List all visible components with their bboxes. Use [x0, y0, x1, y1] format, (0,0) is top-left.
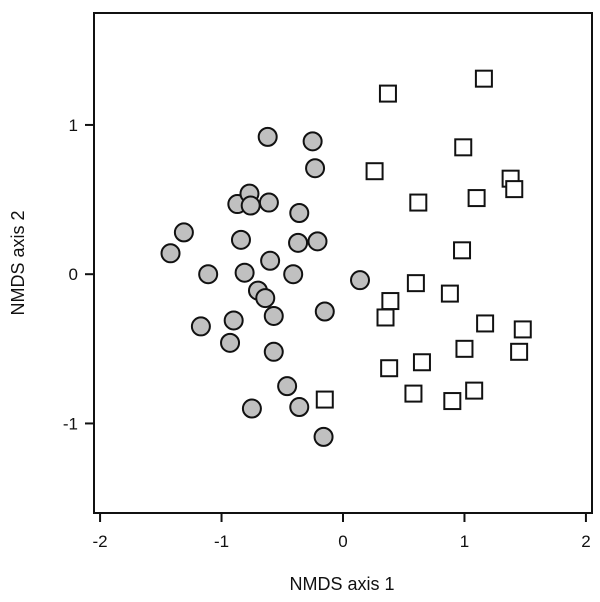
square-point	[443, 392, 462, 411]
circle-point	[234, 262, 255, 283]
circle-point	[241, 398, 262, 419]
square-point	[365, 162, 384, 181]
square-point	[381, 292, 400, 311]
x-tick-label: 0	[338, 532, 347, 551]
square-point	[465, 381, 484, 400]
square-point	[406, 274, 425, 293]
circle-point	[173, 222, 194, 243]
circle-point	[230, 229, 251, 250]
y-axis-label: NMDS axis 2	[8, 210, 28, 315]
square-point	[467, 189, 486, 208]
y-tick-label: 0	[69, 265, 78, 284]
circle-point	[314, 301, 335, 322]
circle-point	[257, 126, 278, 147]
square-point	[455, 339, 474, 358]
circle-point	[277, 376, 298, 397]
circle-point	[289, 203, 310, 223]
square-point	[453, 241, 472, 260]
square-point	[409, 193, 428, 212]
circle-point	[305, 158, 326, 179]
x-tick-label: 1	[460, 532, 469, 551]
x-tick-label: -2	[93, 532, 108, 551]
square-point	[412, 353, 431, 372]
circle-point	[190, 316, 211, 337]
circle-point	[307, 231, 328, 252]
x-axis-label: NMDS axis 1	[289, 574, 394, 594]
square-point	[476, 314, 495, 333]
circle-point	[258, 192, 279, 213]
circle-point	[289, 397, 310, 418]
square-point	[378, 84, 397, 103]
square-point	[380, 359, 399, 378]
circle-point	[260, 250, 281, 271]
circle-point	[223, 310, 244, 331]
square-point	[376, 308, 395, 327]
circle-point	[283, 264, 304, 285]
data-points	[160, 69, 532, 447]
circle-point	[263, 341, 284, 362]
circle-point	[220, 332, 241, 353]
circle-point	[313, 426, 334, 447]
y-tick-label: 1	[69, 116, 78, 135]
circle-point	[255, 288, 276, 309]
axis-ticks: -2 -1 0 1 2 -1 0 1	[63, 116, 591, 551]
circle-point	[288, 232, 309, 253]
square-point	[505, 180, 524, 199]
square-point	[315, 390, 334, 409]
circle-point	[350, 270, 371, 291]
circle-point	[198, 264, 219, 285]
square-point	[404, 384, 423, 403]
x-tick-label: 2	[581, 532, 590, 551]
square-point	[454, 138, 473, 157]
square-point	[510, 342, 529, 361]
circle-point	[263, 305, 284, 326]
square-point	[440, 284, 459, 303]
square-point	[513, 320, 532, 339]
circle-point	[160, 243, 181, 264]
y-tick-label: -1	[63, 414, 78, 433]
x-tick-label: -1	[214, 532, 229, 551]
circle-point	[302, 131, 323, 152]
square-point	[474, 69, 493, 88]
circle-point	[240, 195, 261, 216]
